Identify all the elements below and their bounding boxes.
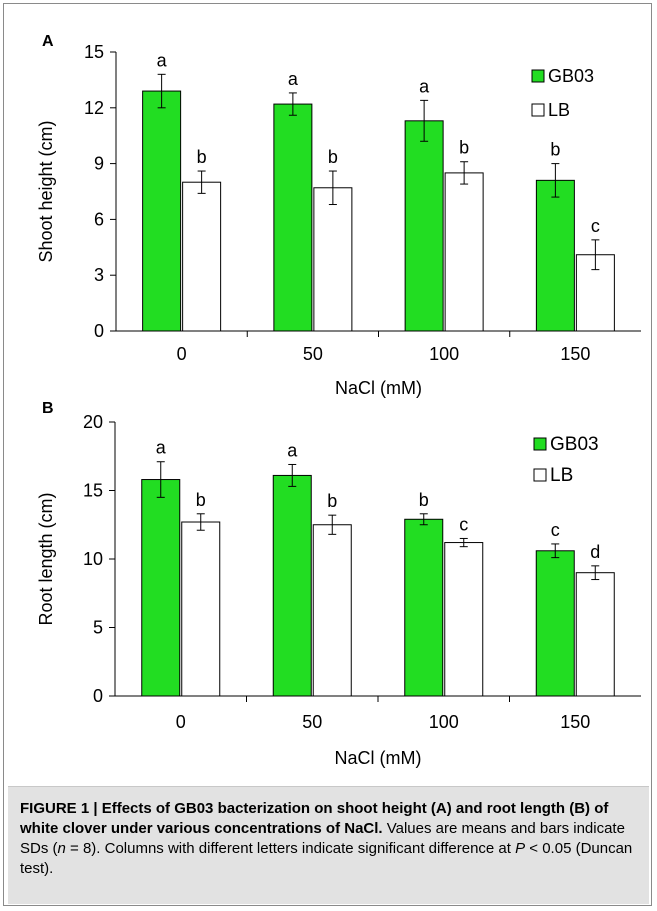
- legend-swatch-lb: [531, 103, 545, 117]
- bar-gb03-100: [404, 120, 444, 332]
- y-tick-label: 20: [83, 412, 103, 432]
- y-tick-label: 12: [84, 98, 104, 118]
- bar-lb-100: [444, 542, 484, 697]
- caption-text-3: < 0.05 (Duncan test).: [20, 840, 633, 877]
- caption-title: FIGURE 1 | Effects of GB03 bacterization…: [20, 800, 609, 837]
- x-tick-label: 150: [560, 712, 590, 732]
- y-tick-label: 3: [94, 265, 104, 285]
- legend-swatch-gb03: [533, 437, 547, 451]
- caption-n-variable: n: [57, 840, 66, 857]
- x-tick-label: 0: [177, 344, 187, 364]
- bar-lb-0: [181, 521, 221, 697]
- significance-letter: b: [197, 147, 207, 167]
- significance-letter: c: [551, 520, 560, 540]
- significance-letter: a: [157, 50, 168, 70]
- y-tick-label: 0: [94, 321, 104, 341]
- y-tick-label: 15: [83, 481, 103, 501]
- significance-letter: b: [328, 147, 338, 167]
- y-axis-label: Root length (cm): [36, 492, 56, 625]
- significance-letter: b: [419, 490, 429, 510]
- chart-panel-B: B 0 5 10 15 20 Root length (cm) 0 50 100 150 NaCl (…: [36, 400, 641, 768]
- legend-swatch-gb03: [531, 69, 545, 83]
- significance-letter: c: [591, 216, 600, 236]
- bar-lb-150: [575, 572, 615, 697]
- legend-label-lb: LB: [550, 465, 573, 486]
- x-tick-label: 50: [303, 344, 323, 364]
- bar-gb03-50: [272, 474, 312, 697]
- y-tick-label: 5: [93, 618, 103, 638]
- chart-panel-A: A 0 3 6 9 12 15 Shoot height (cm) 0 50 100 150 NaCl …: [36, 33, 641, 398]
- bar-lb-50: [313, 187, 353, 332]
- caption-p-variable: P: [515, 840, 526, 857]
- caption-text-1: Values are means and bars indicate SDs (: [20, 820, 625, 857]
- y-tick-label: 10: [83, 549, 103, 569]
- legend-label-gb03: GB03: [548, 66, 594, 86]
- significance-letter: b: [327, 491, 337, 511]
- y-tick-label: 0: [93, 686, 103, 706]
- bar-gb03-0: [141, 479, 181, 697]
- significance-letter: a: [419, 76, 430, 96]
- x-tick-label: 100: [429, 344, 459, 364]
- bar-gb03-100: [404, 518, 444, 697]
- significance-letter: a: [156, 438, 167, 458]
- x-axis-label: NaCl (mM): [335, 748, 422, 768]
- significance-letter: a: [288, 69, 299, 89]
- significance-letter: b: [196, 490, 206, 510]
- x-tick-label: 0: [176, 712, 186, 732]
- figure-frame: A 0 3 6 9 12 15 Shoot height (cm) 0 50 100 150 NaCl …: [3, 3, 652, 906]
- x-tick-label: 150: [560, 344, 590, 364]
- panel-label: B: [42, 400, 54, 417]
- significance-letter: a: [287, 440, 298, 460]
- figure-caption: FIGURE 1 | Effects of GB03 bacterization…: [8, 786, 649, 904]
- y-tick-label: 9: [94, 154, 104, 174]
- bar-gb03-150: [535, 550, 575, 697]
- x-tick-label: 100: [429, 712, 459, 732]
- x-axis-label: NaCl (mM): [335, 378, 422, 398]
- bar-lb-100: [444, 172, 484, 332]
- legend-swatch-lb: [533, 468, 547, 482]
- bar-lb-50: [312, 524, 352, 697]
- legend-label-gb03: GB03: [550, 434, 599, 455]
- panel-label: A: [42, 33, 54, 50]
- bar-gb03-150: [535, 179, 575, 332]
- significance-letter: d: [590, 542, 600, 562]
- y-tick-label: 6: [94, 209, 104, 229]
- bar-gb03-0: [142, 90, 182, 332]
- significance-letter: b: [550, 140, 560, 160]
- bar-gb03-50: [273, 103, 313, 332]
- x-tick-label: 50: [302, 712, 322, 732]
- caption-text-2: = 8). Columns with different letters ind…: [65, 840, 516, 857]
- significance-letter: c: [459, 514, 468, 534]
- bar-lb-0: [182, 181, 222, 332]
- y-tick-label: 15: [84, 42, 104, 62]
- significance-letter: b: [459, 138, 469, 158]
- legend-label-lb: LB: [548, 100, 570, 120]
- y-axis-label: Shoot height (cm): [36, 120, 56, 262]
